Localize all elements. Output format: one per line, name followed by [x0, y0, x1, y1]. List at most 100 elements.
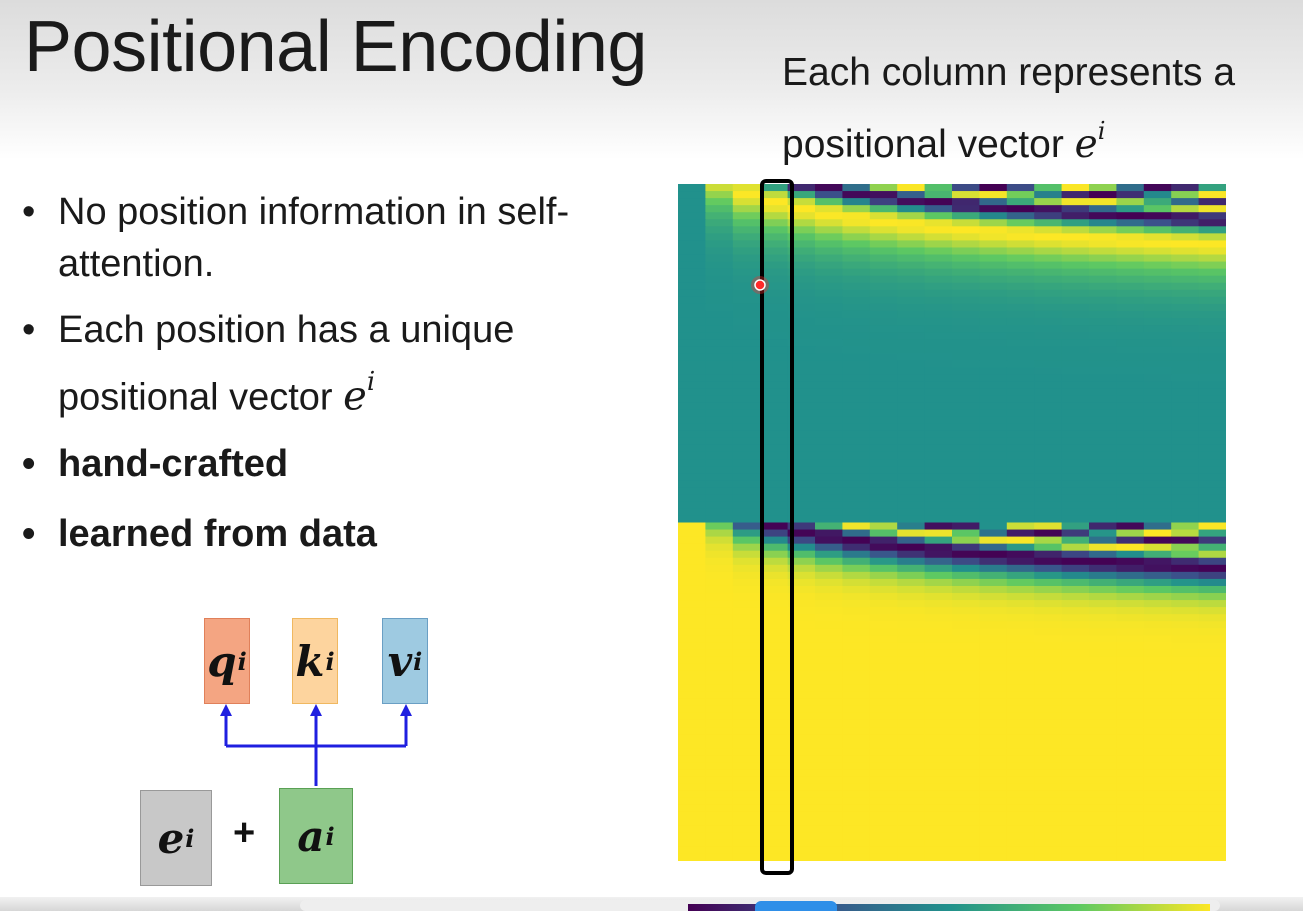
heatmap-cell: [1034, 473, 1063, 481]
heatmap-cell: [842, 839, 871, 848]
heatmap-cell: [1143, 818, 1172, 827]
heatmap-cell: [1089, 233, 1117, 242]
heatmap-cell: [1143, 543, 1172, 552]
heatmap-cell: [705, 515, 734, 524]
heatmap-cell: [842, 522, 871, 531]
heatmap-cell: [1171, 839, 1200, 848]
heatmap-cell: [1116, 480, 1145, 488]
heatmap-cell: [1116, 268, 1145, 277]
heatmap-cell: [952, 219, 980, 227]
heatmap-cell: [1061, 790, 1090, 799]
heatmap-cell: [787, 282, 816, 291]
positional-encoding-heatmap: [678, 184, 1226, 861]
heatmap-cell: [1116, 698, 1145, 707]
heatmap-cell: [787, 550, 816, 559]
heatmap-cell: [1006, 712, 1035, 721]
heatmap-cell: [1143, 444, 1172, 453]
heatmap-cell: [897, 776, 926, 785]
heatmap-cell: [924, 395, 953, 404]
heatmap-cell: [924, 734, 953, 742]
heatmap-cell: [760, 536, 789, 545]
heatmap-cell: [979, 254, 1008, 263]
heatmap-cell: [1198, 832, 1226, 841]
heatmap-cell: [924, 846, 953, 855]
heatmap-cell: [924, 508, 953, 517]
heatmap-cell: [952, 508, 980, 517]
heatmap-cell: [1143, 430, 1172, 439]
heatmap-cell: [1034, 614, 1063, 622]
heatmap-cell: [1006, 205, 1035, 213]
heatmap-cell: [760, 494, 789, 502]
heatmap-cell: [869, 846, 898, 855]
heatmap-cell: [1171, 522, 1200, 531]
heatmap-cell: [952, 846, 980, 855]
heatmap-cell: [1143, 755, 1172, 763]
heatmap-cell: [1061, 663, 1090, 672]
heatmap-cell: [1089, 614, 1117, 622]
heatmap-cell: [678, 712, 706, 721]
heatmap-cell: [1198, 268, 1226, 277]
heatmap-cell: [1006, 212, 1035, 220]
heatmap-cell: [678, 508, 706, 517]
heatmap-cell: [1034, 501, 1063, 509]
heatmap-cell: [1089, 734, 1117, 742]
heatmap-cell: [732, 719, 761, 728]
heatmap-cell: [678, 296, 706, 305]
heatmap-cell: [979, 303, 1008, 312]
heatmap-cell: [1116, 233, 1145, 242]
heatmap-cell: [924, 303, 953, 312]
heatmap-cell: [1171, 353, 1200, 361]
slide-title: Positional Encoding: [24, 7, 647, 87]
heatmap-cell: [787, 522, 816, 531]
heatmap-cell: [979, 571, 1008, 580]
heatmap-cell: [897, 480, 926, 488]
heatmap-cell: [1143, 684, 1172, 693]
heatmap-cell: [924, 515, 953, 524]
heatmap-cell: [842, 444, 871, 453]
heatmap-cell: [787, 409, 816, 418]
heatmap-cell: [1116, 339, 1145, 347]
heatmap-cell: [1089, 416, 1117, 425]
bullet-item: hand-crafted: [22, 438, 642, 490]
heatmap-cell: [1116, 762, 1145, 770]
heatmap-cell: [1198, 444, 1226, 453]
heatmap-cell: [760, 381, 789, 390]
heatmap-cell: [897, 332, 926, 340]
heatmap-cell: [815, 663, 843, 672]
heatmap-cell: [1034, 353, 1063, 361]
heatmap-cell: [1198, 769, 1226, 777]
heatmap-cell: [732, 670, 761, 679]
heatmap-cell: [1198, 317, 1226, 326]
heatmap-cell: [869, 240, 898, 249]
progress-chip[interactable]: [755, 901, 837, 911]
heatmap-cell: [842, 226, 871, 234]
heatmap-cell: [705, 755, 734, 763]
heatmap-cell: [1061, 614, 1090, 622]
heatmap-cell: [787, 198, 816, 206]
heatmap-cell: [678, 846, 706, 855]
heatmap-cell: [979, 395, 1008, 404]
heatmap-cell: [952, 289, 980, 298]
heatmap-cell: [924, 649, 953, 658]
heatmap-cell: [979, 663, 1008, 672]
heatmap-cell: [952, 712, 980, 721]
heatmap-cell: [1171, 473, 1200, 481]
heatmap-cell: [897, 360, 926, 368]
heatmap-cell: [924, 339, 953, 347]
heatmap-cell: [1143, 198, 1172, 206]
heatmap-cell: [760, 303, 789, 312]
heatmap-cell: [1089, 451, 1117, 460]
heatmap-cell: [1171, 621, 1200, 629]
heatmap-cell: [1089, 261, 1117, 270]
heatmap-cell: [897, 804, 926, 813]
heatmap-cell: [787, 846, 816, 855]
heatmap-cell: [869, 198, 898, 206]
heatmap-cell: [924, 473, 953, 481]
heatmap-cell: [1171, 367, 1200, 375]
heatmap-cell: [1143, 310, 1172, 319]
heatmap-cell: [1171, 303, 1200, 312]
heatmap-cell: [732, 684, 761, 693]
heatmap-cell: [732, 607, 761, 615]
heatmap-cell: [760, 628, 789, 636]
heatmap-cell: [1034, 656, 1063, 665]
